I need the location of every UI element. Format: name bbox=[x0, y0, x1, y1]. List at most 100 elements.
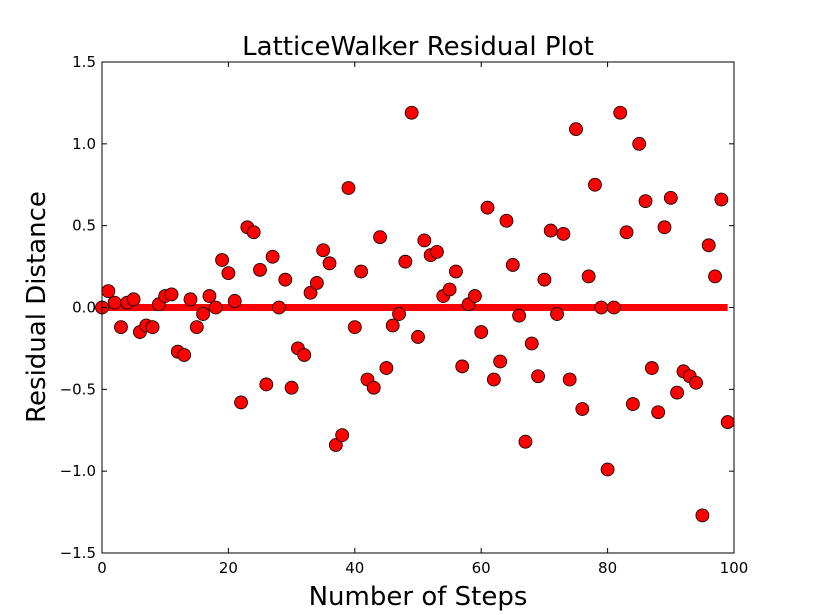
data-point bbox=[613, 105, 628, 120]
data-point bbox=[720, 415, 735, 429]
data-point bbox=[411, 330, 425, 344]
y-tick-label: 0.0 bbox=[72, 299, 96, 317]
data-point bbox=[670, 385, 685, 400]
data-point bbox=[518, 434, 533, 449]
data-point bbox=[455, 359, 470, 374]
data-point bbox=[701, 238, 716, 253]
data-point bbox=[467, 289, 482, 303]
data-point bbox=[196, 307, 211, 321]
data-point bbox=[531, 369, 545, 384]
data-point bbox=[392, 307, 406, 321]
data-point bbox=[543, 223, 558, 238]
x-tick-label: 80 bbox=[598, 559, 617, 577]
data-point bbox=[474, 325, 489, 339]
data-point bbox=[379, 361, 394, 375]
x-tick-label: 60 bbox=[472, 559, 491, 577]
axis-ticks: 0 20 40 60 80 100 −1.5 −1.0 −0.5 0.0 0.5 1.0 1.5 bbox=[60, 53, 749, 577]
data-point bbox=[354, 264, 369, 279]
data-point bbox=[619, 225, 634, 240]
data-point bbox=[569, 122, 583, 137]
data-point bbox=[493, 354, 508, 369]
data-point bbox=[114, 320, 128, 335]
data-point bbox=[234, 395, 248, 410]
data-point bbox=[562, 372, 577, 387]
y-tick-label: −0.5 bbox=[60, 380, 96, 398]
data-point bbox=[246, 225, 261, 240]
data-point bbox=[632, 136, 647, 151]
data-point bbox=[657, 220, 672, 235]
data-point bbox=[486, 372, 501, 387]
data-point bbox=[215, 253, 229, 267]
y-axis-label: Residual Distance bbox=[22, 191, 52, 423]
data-point bbox=[575, 402, 590, 416]
data-point bbox=[309, 276, 324, 290]
plot-marks bbox=[95, 105, 735, 523]
data-point bbox=[366, 380, 381, 395]
x-tick-label: 40 bbox=[345, 559, 364, 577]
data-point bbox=[607, 300, 621, 315]
data-point bbox=[272, 300, 286, 315]
data-point bbox=[638, 194, 653, 209]
data-point bbox=[183, 292, 198, 307]
data-point bbox=[177, 348, 192, 362]
data-point bbox=[107, 295, 122, 310]
data-point bbox=[480, 200, 495, 215]
data-point bbox=[278, 272, 293, 287]
data-point bbox=[714, 192, 729, 207]
data-point bbox=[499, 213, 514, 228]
data-point bbox=[322, 256, 337, 271]
data-point bbox=[689, 375, 703, 390]
data-point bbox=[594, 300, 609, 315]
data-point bbox=[126, 292, 141, 307]
data-point bbox=[550, 307, 564, 321]
data-point bbox=[625, 397, 640, 411]
data-point bbox=[101, 284, 116, 299]
data-point bbox=[663, 190, 678, 205]
data-point bbox=[164, 287, 179, 302]
x-tick-label: 100 bbox=[720, 559, 749, 577]
data-point bbox=[303, 285, 318, 300]
data-point bbox=[404, 105, 419, 120]
data-point bbox=[449, 264, 463, 279]
data-point bbox=[537, 272, 552, 287]
data-point bbox=[341, 181, 356, 195]
chart-title: LatticeWalker Residual Plot bbox=[242, 32, 594, 62]
data-point bbox=[385, 318, 400, 333]
data-point bbox=[651, 405, 666, 420]
data-point bbox=[297, 348, 312, 362]
data-point bbox=[708, 269, 722, 284]
data-point bbox=[442, 282, 457, 297]
data-point bbox=[581, 269, 596, 284]
data-point bbox=[505, 258, 520, 272]
y-tick-label: 0.5 bbox=[72, 217, 96, 235]
data-point bbox=[227, 294, 242, 308]
data-point bbox=[189, 320, 204, 335]
data-point bbox=[398, 254, 413, 269]
data-point bbox=[328, 438, 343, 452]
data-point bbox=[644, 361, 659, 375]
data-point bbox=[695, 508, 710, 523]
data-point bbox=[600, 462, 615, 477]
data-point bbox=[556, 226, 571, 241]
data-point bbox=[253, 262, 267, 277]
data-point bbox=[335, 428, 350, 443]
data-point bbox=[265, 249, 280, 264]
y-tick-label: 1.0 bbox=[72, 135, 96, 153]
data-point bbox=[430, 244, 444, 259]
data-point bbox=[221, 266, 236, 281]
data-point bbox=[512, 308, 527, 323]
y-tick-label: −1.5 bbox=[60, 544, 96, 562]
y-tick-label: 1.5 bbox=[72, 53, 96, 71]
data-point bbox=[588, 177, 602, 192]
data-point bbox=[316, 243, 331, 258]
data-point bbox=[145, 320, 160, 335]
data-point bbox=[259, 377, 274, 392]
x-tick-label: 0 bbox=[97, 559, 107, 577]
data-point bbox=[347, 320, 362, 335]
data-point bbox=[417, 233, 432, 248]
data-point bbox=[524, 336, 539, 351]
x-axis-label: Number of Steps bbox=[309, 582, 528, 612]
data-point bbox=[373, 230, 387, 245]
y-tick-label: −1.0 bbox=[60, 462, 96, 480]
data-point bbox=[284, 380, 299, 395]
